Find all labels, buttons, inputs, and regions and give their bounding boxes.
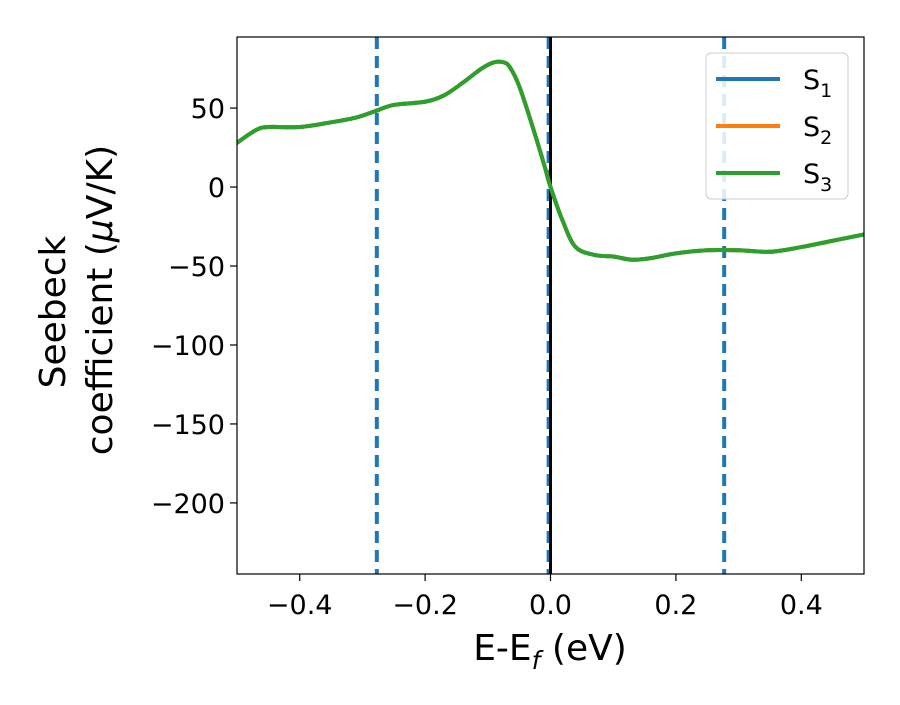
y-axis-title-mu: μ	[80, 219, 121, 243]
y-axis-title-line2: coefficient (μV/K)	[80, 145, 121, 455]
x-tick-label: −0.4	[267, 590, 333, 621]
x-axis-title-main: E-E	[473, 628, 531, 669]
legend-label-1: S1	[803, 65, 832, 102]
x-axis-ticks: −0.4 −0.2 0.0 0.2 0.4	[267, 574, 823, 621]
y-tick-label: −150	[151, 410, 225, 441]
y-tick-label: 50	[191, 94, 225, 125]
legend-label-2: S2	[803, 112, 832, 149]
y-tick-label: −200	[151, 489, 225, 520]
y-axis-title-line1: Seebeck	[33, 235, 74, 388]
y-axis-title-prefix: coefficient (	[80, 242, 121, 455]
x-tick-label: 0.0	[529, 590, 572, 621]
y-tick-label: 0	[208, 173, 225, 204]
legend: S1 S2 S3	[705, 52, 849, 200]
y-axis-ticks: 50 0 −50 −100 −150 −200	[151, 94, 237, 520]
y-axis-title-unit: V/K)	[80, 145, 121, 219]
legend-items: S1 S2 S3	[716, 65, 832, 196]
legend-label-3: S3	[803, 159, 832, 196]
x-tick-label: 0.2	[654, 590, 697, 621]
x-axis-title: E-Ef (eV)	[473, 628, 627, 675]
x-tick-label: 0.4	[780, 590, 823, 621]
y-tick-label: −100	[151, 331, 225, 362]
series-line-3	[237, 59, 864, 262]
x-tick-label: −0.2	[392, 590, 458, 621]
y-tick-label: −50	[168, 252, 225, 283]
vertical-lines	[374, 37, 727, 574]
x-axis-title-unit: (eV)	[540, 628, 626, 669]
series-lines	[237, 59, 864, 262]
